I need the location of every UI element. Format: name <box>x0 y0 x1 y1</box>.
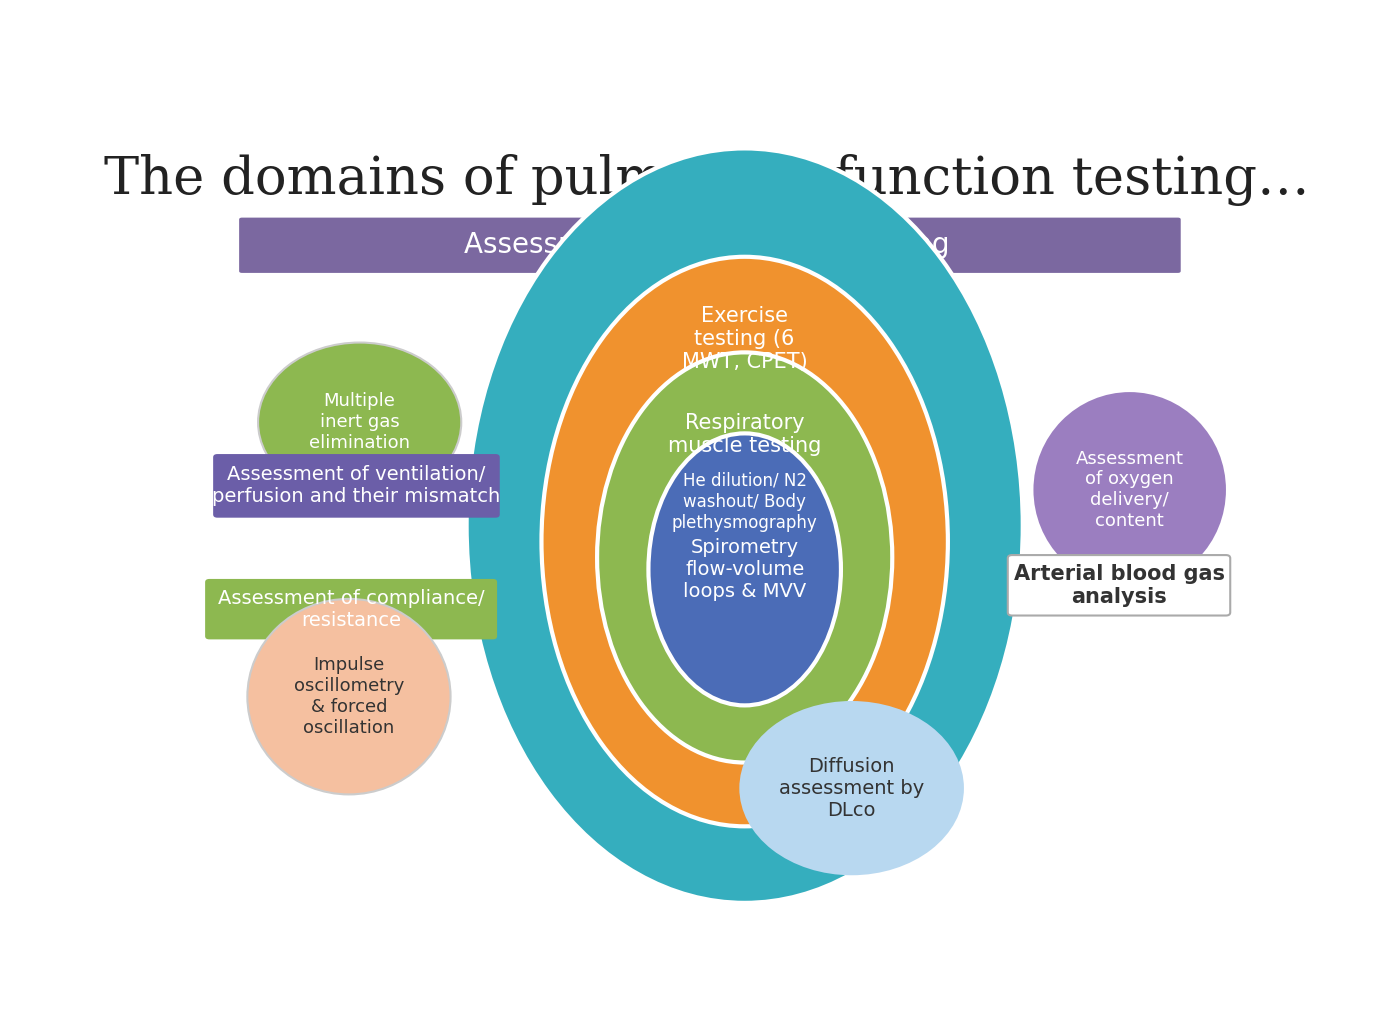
Ellipse shape <box>247 599 450 794</box>
Text: The domains of pulmonary function testing…: The domains of pulmonary function testin… <box>105 154 1310 206</box>
Ellipse shape <box>1034 393 1225 588</box>
Ellipse shape <box>598 352 893 762</box>
Text: Multiple
inert gas
elimination: Multiple inert gas elimination <box>309 393 410 452</box>
Ellipse shape <box>740 701 963 875</box>
FancyBboxPatch shape <box>1007 555 1230 616</box>
Ellipse shape <box>649 434 840 706</box>
Text: Exercise
testing (6
MWT, CPET): Exercise testing (6 MWT, CPET) <box>682 306 807 372</box>
Ellipse shape <box>466 149 1023 903</box>
Text: Spirometry
flow-volume
loops & MVV: Spirometry flow-volume loops & MVV <box>683 538 806 601</box>
Text: Assessment
of oxygen
delivery/
content: Assessment of oxygen delivery/ content <box>1075 449 1184 530</box>
Text: Assessment of ventilation/
perfusion and their mismatch: Assessment of ventilation/ perfusion and… <box>213 466 501 506</box>
Text: Respiratory
muscle testing: Respiratory muscle testing <box>668 412 821 456</box>
FancyBboxPatch shape <box>206 578 497 639</box>
Text: He dilution/ N2
washout/ Body
plethysmography: He dilution/ N2 washout/ Body plethysmog… <box>672 472 817 532</box>
Ellipse shape <box>258 343 461 502</box>
Text: Diffusion
assessment by
DLco: Diffusion assessment by DLco <box>778 756 925 819</box>
FancyBboxPatch shape <box>237 216 1183 275</box>
FancyBboxPatch shape <box>213 455 500 518</box>
Ellipse shape <box>541 257 948 826</box>
Text: Assessment of control of breathing: Assessment of control of breathing <box>465 231 949 259</box>
Text: Arterial blood gas
analysis: Arterial blood gas analysis <box>1013 564 1224 607</box>
Text: Impulse
oscillometry
& forced
oscillation: Impulse oscillometry & forced oscillatio… <box>294 656 404 737</box>
Text: Assessment of compliance/
resistance: Assessment of compliance/ resistance <box>218 589 484 630</box>
